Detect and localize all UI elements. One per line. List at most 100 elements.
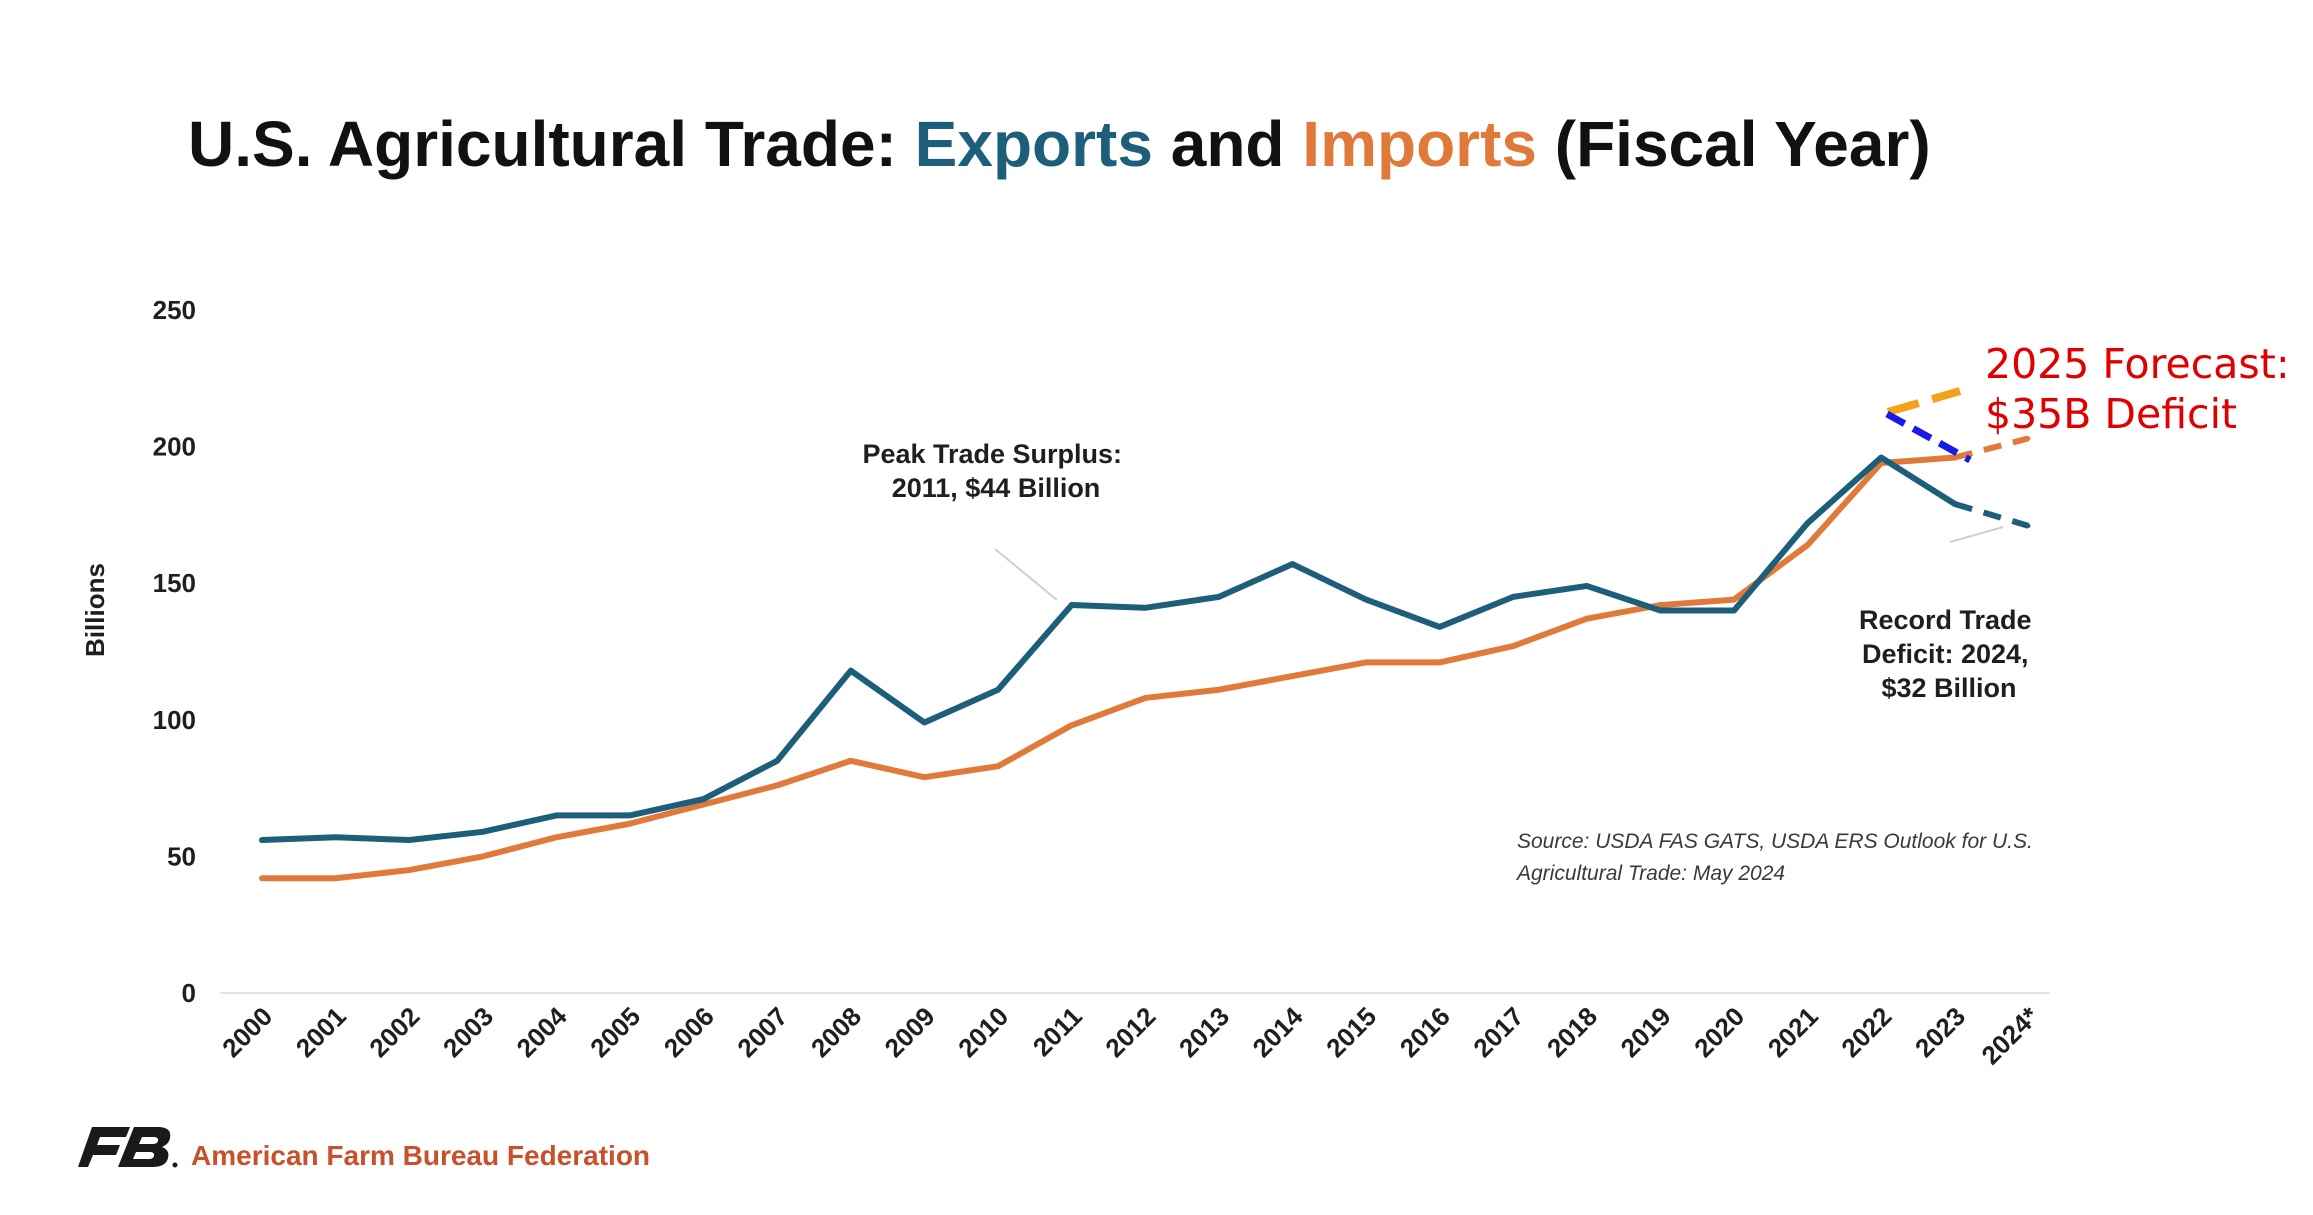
data-point-imports <box>1143 695 1148 700</box>
y-tick-label: 100 <box>153 705 196 735</box>
y-tick-label: 250 <box>153 295 196 325</box>
x-ticks: 2000 2001 2002 2003 2004 2005 2006 2007 2008 2009… <box>216 1000 2045 1070</box>
data-point-imports <box>775 783 780 788</box>
x-tick-label: 2021 <box>1762 1001 1824 1063</box>
data-point-exports <box>701 797 706 802</box>
y-tick-label: 150 <box>153 568 196 598</box>
title-part-imports: Imports <box>1302 108 1537 180</box>
forecast-label: 2025 Forecast: $35B Deficit <box>1985 340 2303 438</box>
data-point-imports <box>260 876 264 881</box>
record-annotation: Record Trade Deficit: 2024, $32 Billion <box>1859 605 2039 703</box>
data-point-exports <box>1805 521 1810 526</box>
forecast-label-line-2: $35B Deficit <box>1985 390 2237 438</box>
x-tick-label: 2000 <box>216 1001 278 1063</box>
data-point-exports <box>1879 455 1884 460</box>
data-point-imports <box>1658 603 1663 608</box>
organization-name: American Farm Bureau Federation <box>191 1140 650 1171</box>
series-forecast-exports <box>1953 501 2030 529</box>
data-point-imports <box>1805 542 1810 547</box>
forecast-imports-mark <box>1886 387 1962 416</box>
x-tick-label: 2019 <box>1615 1001 1677 1063</box>
x-tick-label: 2013 <box>1173 1001 1235 1063</box>
title-part-3: and <box>1153 108 1302 180</box>
data-point-exports <box>1437 624 1442 629</box>
source-line-2: Agricultural Trade: May 2024 <box>1515 862 1785 885</box>
series-line-exports <box>259 454 1958 844</box>
data-point-exports <box>775 758 780 763</box>
x-tick-label: 2014 <box>1247 1001 1309 1063</box>
data-point-exports <box>1290 562 1295 567</box>
x-tick-label: 2024* <box>1975 1000 2045 1070</box>
data-point-imports <box>1216 687 1221 692</box>
x-tick-label: 2007 <box>731 1001 793 1063</box>
data-point-imports <box>1584 616 1589 621</box>
y-axis-title: Billions <box>80 563 110 657</box>
data-point-imports <box>701 802 706 807</box>
x-tick-label: 2012 <box>1099 1001 1161 1063</box>
x-tick-label: 2008 <box>805 1001 867 1063</box>
x-tick-label: 2002 <box>363 1001 425 1063</box>
x-tick-label: 2001 <box>290 1001 352 1063</box>
data-point-imports <box>922 775 927 780</box>
data-point-exports <box>1732 608 1736 613</box>
x-tick-label: 2015 <box>1320 1001 1382 1063</box>
data-point-imports <box>1069 723 1074 728</box>
data-point-exports <box>848 668 853 673</box>
record-annotation-line-3: $32 Billion <box>1881 673 2016 703</box>
record-leader-line <box>1949 526 2004 543</box>
x-tick-label: 2023 <box>1909 1001 1971 1063</box>
series-layer <box>259 435 2031 882</box>
x-tick-label: 2005 <box>584 1001 646 1063</box>
data-point-exports <box>1658 608 1663 613</box>
title-part-5: (Fiscal Year) <box>1537 108 1931 180</box>
data-point-exports <box>1952 501 1957 506</box>
data-point-imports <box>848 758 853 763</box>
data-point-exports <box>1511 594 1516 599</box>
record-annotation-line-2: Deficit: 2024, <box>1862 639 2029 669</box>
data-point-exports <box>554 813 559 818</box>
data-point-imports <box>1732 597 1736 602</box>
series-forecast-imports <box>1954 435 2030 461</box>
source-line-1: Source: USDA FAS GATS, USDA ERS Outlook … <box>1517 830 2033 853</box>
peak-leader-line <box>994 548 1058 601</box>
title-part-exports: Exports <box>915 108 1153 180</box>
data-point-exports <box>407 838 412 843</box>
data-point-exports <box>922 720 927 725</box>
peak-annotation-line-1: Peak Trade Surplus: <box>862 439 1122 469</box>
data-point-imports <box>1290 674 1295 679</box>
data-point-exports <box>260 838 264 843</box>
data-point-exports <box>1584 583 1589 588</box>
data-point-exports <box>2026 523 2031 528</box>
source-note: Source: USDA FAS GATS, USDA ERS Outlook … <box>1515 830 2039 885</box>
y-tick-label: 50 <box>167 841 196 871</box>
peak-annotation-line-2: 2011, $44 Billion <box>892 473 1101 503</box>
x-tick-label: 2016 <box>1394 1001 1456 1063</box>
data-point-exports <box>1069 603 1074 608</box>
data-point-exports <box>1216 594 1221 599</box>
data-point-imports <box>996 764 1000 769</box>
y-ticks: 0 50 100 150 200 250 <box>153 295 196 1008</box>
data-point-exports <box>1364 597 1368 602</box>
data-point-imports <box>1437 660 1442 665</box>
data-point-exports <box>996 687 1000 692</box>
data-point-exports <box>333 835 338 840</box>
x-tick-label: 2011 <box>1027 1001 1088 1062</box>
data-point-imports <box>1364 660 1368 665</box>
record-annotation-line-1: Record Trade <box>1859 605 2032 635</box>
data-point-imports <box>2026 436 2031 441</box>
series-line-imports <box>259 454 1958 882</box>
forecast-label-line-1: 2025 Forecast: <box>1985 340 2290 388</box>
peak-annotation: Peak Trade Surplus: 2011, $44 Billion <box>862 439 1129 503</box>
x-tick-label: 2020 <box>1688 1001 1750 1063</box>
x-tick-label: 2018 <box>1541 1001 1603 1063</box>
x-tick-label: 2010 <box>952 1001 1014 1063</box>
data-point-exports <box>480 829 485 834</box>
data-point-imports <box>1511 644 1516 649</box>
fb-logo-icon <box>78 1127 178 1168</box>
data-point-imports <box>554 835 559 840</box>
x-tick-label: 2017 <box>1467 1001 1529 1063</box>
data-point-exports <box>628 813 632 818</box>
title-part-1: U.S. Agricultural Trade: <box>188 108 915 180</box>
data-point-exports <box>1143 605 1148 610</box>
forecast-exports-mark <box>1885 410 1972 464</box>
